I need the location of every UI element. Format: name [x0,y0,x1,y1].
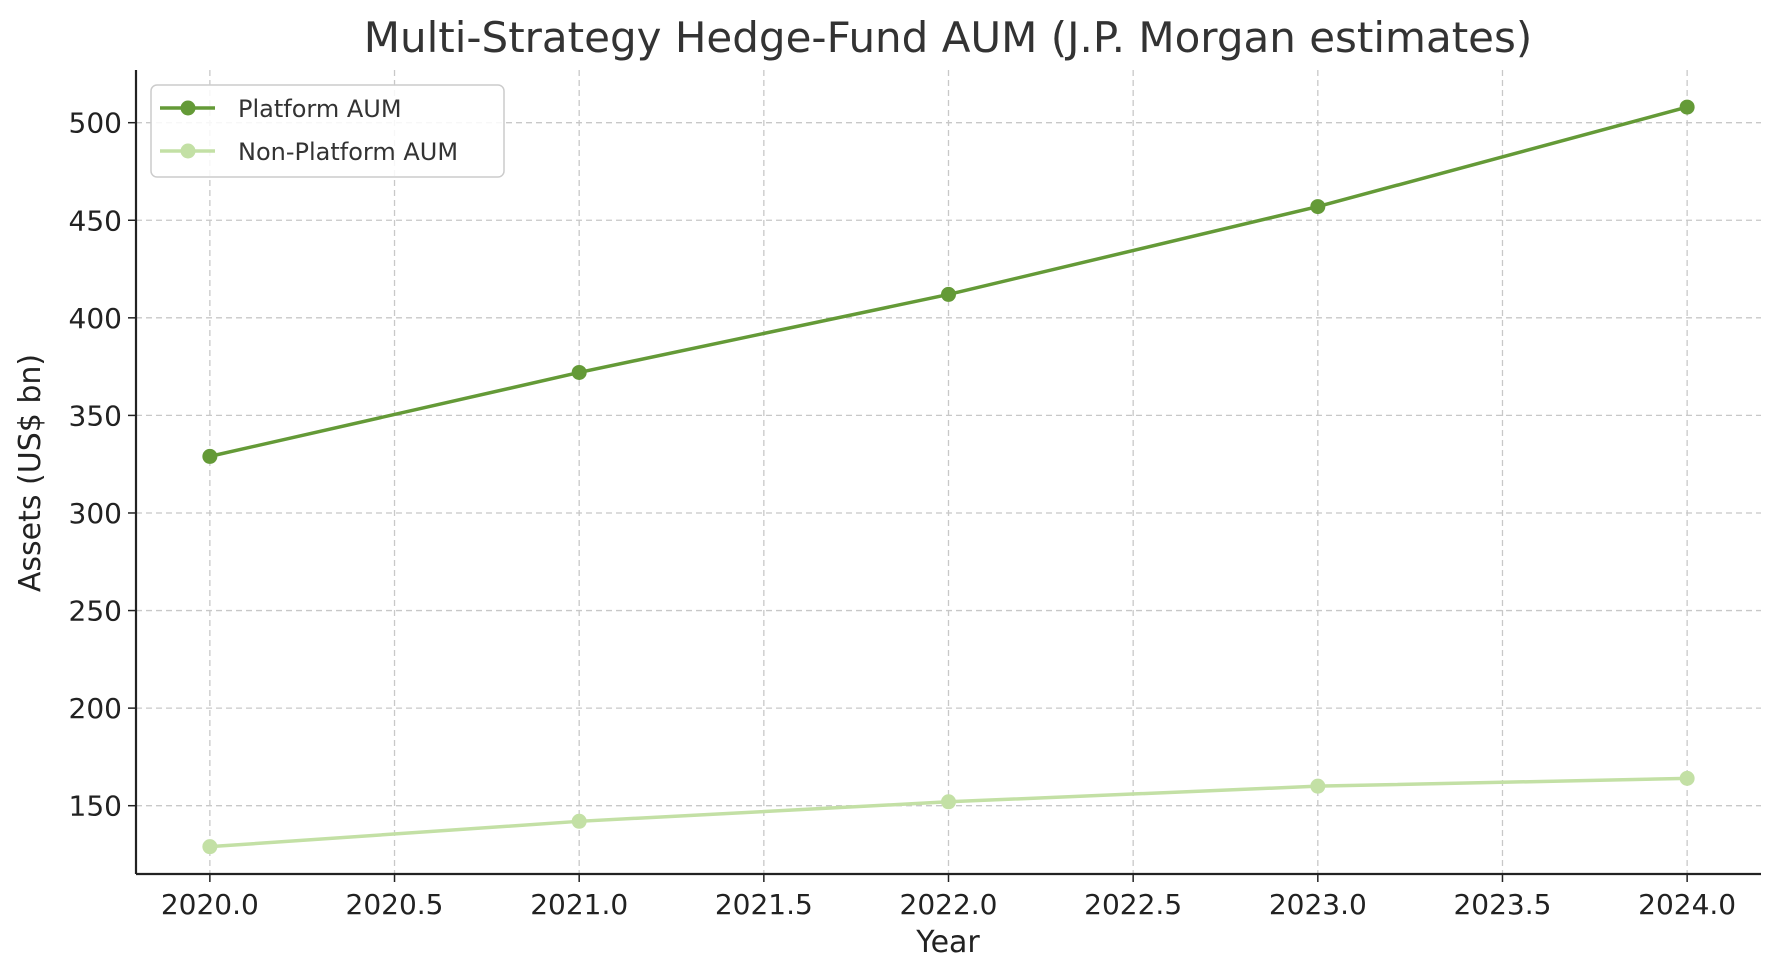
y-axis-label: Assets (US$ bn) [13,354,48,592]
y-tick-label: 400 [69,302,122,335]
data-point-non-platform-aum [571,813,587,829]
legend-marker-non-platform [180,143,196,159]
x-tick-label: 2020.5 [346,888,444,921]
y-tick-label: 350 [69,399,122,432]
data-point-platform-aum [1310,199,1326,215]
x-axis-label: Year [915,925,980,960]
x-tick-label: 2021.0 [530,888,628,921]
y-tick-label: 450 [69,204,122,237]
data-point-platform-aum [941,286,956,302]
legend-box [150,84,505,178]
y-tick-label: 200 [69,692,122,725]
legend: Platform AUM Non-Platform AUM [150,84,505,178]
y-tick-label: 150 [69,790,122,823]
y-tick-label: 250 [69,595,122,628]
x-tick-label: 2024.0 [1638,888,1736,921]
data-point-platform-aum [202,448,218,464]
x-tick-label: 2020.0 [161,888,259,921]
data-point-non-platform-aum [1679,770,1695,786]
legend-marker-platform [180,100,196,116]
series [202,99,1695,855]
data-point-platform-aum [1679,99,1695,115]
chart-title: Multi-Strategy Hedge-Fund AUM (J.P. Morg… [364,13,1533,62]
data-point-non-platform-aum [1310,778,1326,794]
ticks: 2020.0 2020.5 2021.0 2021.5 2022.0 2022.5 2023… [69,107,1737,921]
data-point-platform-aum [571,364,587,380]
x-tick-label: 2022.5 [1084,888,1182,921]
legend-label-platform: Platform AUM [238,95,402,123]
y-tick-label: 300 [69,497,122,530]
data-point-non-platform-aum [941,794,956,810]
x-tick-label: 2023.0 [1269,888,1367,921]
x-tick-label: 2021.5 [715,888,813,921]
grid [136,70,1761,874]
y-tick-label: 500 [69,107,122,140]
x-tick-label: 2023.5 [1453,888,1551,921]
data-point-non-platform-aum [202,839,218,855]
x-tick-label: 2022.0 [900,888,998,921]
legend-label-non-platform: Non-Platform AUM [238,138,458,166]
